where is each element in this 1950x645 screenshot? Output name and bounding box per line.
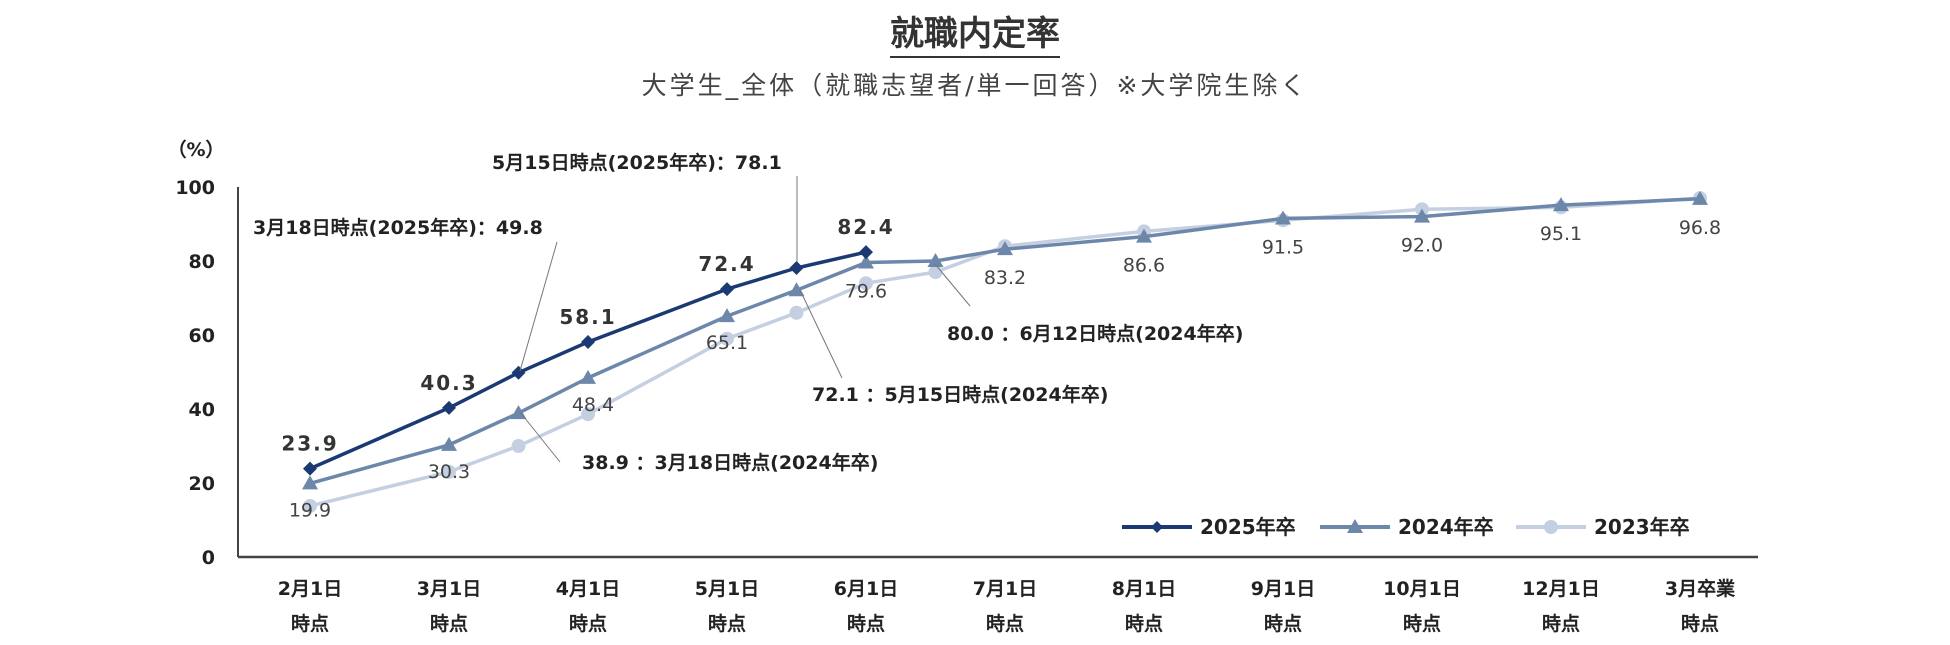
x-tick-label-5: 7月1日 <box>973 578 1037 600</box>
series-2-point-2 <box>511 439 526 453</box>
series-2-point-5 <box>789 305 804 320</box>
series-1-point-5 <box>788 282 805 297</box>
x-tick-label-8-line2: 時点 <box>1403 613 1441 635</box>
value-label-7: 91.5 <box>1262 236 1304 258</box>
legend-marker-1 <box>1347 519 1363 533</box>
series-1-point-0 <box>302 475 318 490</box>
x-tick-label-9-line2: 時点 <box>1542 613 1580 635</box>
series-1-point-11 <box>1414 208 1430 223</box>
x-tick-label-0-line2: 時点 <box>291 613 329 635</box>
legend-marker-2 <box>1544 520 1558 534</box>
value-label-1: 30.3 <box>428 461 470 483</box>
series-line-2 <box>309 196 1701 508</box>
series-1-point-12 <box>1553 197 1569 212</box>
x-tick-label-6-line2: 時点 <box>1125 613 1163 635</box>
annotation-1: 5月15日時点(2025年卒)：78.1 <box>492 151 782 174</box>
series-0-value-label-4: 72.4 <box>698 252 755 276</box>
annotation-0: 3月18日時点(2025年卒)：49.8 <box>253 216 543 239</box>
x-tick-label-7-line2: 時点 <box>1264 613 1302 635</box>
chart-subtitle: 大学生_全体（就職志望者/単一回答）※大学院生除く <box>641 71 1309 100</box>
legend-label-2: 2023年卒 <box>1594 515 1690 539</box>
x-tick-label-10-line2: 時点 <box>1681 613 1719 635</box>
value-label-2: 48.4 <box>572 394 614 416</box>
series-2-point-4 <box>720 331 734 346</box>
x-tick-label-7: 9月1日 <box>1251 578 1315 600</box>
value-label-9: 95.1 <box>1540 223 1582 245</box>
x-tick-label-1-line2: 時点 <box>430 613 468 635</box>
series-1-point-3 <box>580 369 596 384</box>
x-tick-label-1: 3月1日 <box>417 578 481 600</box>
value-label-0: 19.9 <box>289 499 331 521</box>
y-tick-label-40: 40 <box>189 399 215 421</box>
series-1-point-8 <box>997 241 1013 256</box>
series-2-point-0 <box>303 498 317 513</box>
x-tick-label-3-line2: 時点 <box>708 613 746 635</box>
series-0-point-2 <box>511 365 526 380</box>
series-0-point-4 <box>720 282 734 297</box>
series-0-value-label-1: 40.3 <box>420 371 477 395</box>
series-0-point-5 <box>789 261 804 276</box>
value-label-8: 92.0 <box>1401 235 1443 257</box>
annotation-leader-4 <box>519 411 561 463</box>
x-tick-label-6: 8月1日 <box>1112 578 1176 600</box>
x-tick-label-5-line2: 時点 <box>986 613 1024 635</box>
series-1-point-4 <box>719 308 735 323</box>
annotation-2: 80.0 ：6月12日時点(2024年卒) <box>947 322 1243 345</box>
series-1-point-9 <box>1136 228 1152 243</box>
y-tick-label-80: 80 <box>189 251 215 273</box>
value-label-6: 86.6 <box>1123 255 1165 277</box>
x-tick-label-8: 10月1日 <box>1383 578 1461 600</box>
y-tick-label-0: 0 <box>202 547 215 569</box>
series-1-point-13 <box>1692 190 1708 205</box>
series-2-point-3 <box>581 407 595 422</box>
annotation-leader-2 <box>934 263 971 307</box>
value-label-3: 65.1 <box>706 332 748 354</box>
x-tick-label-3: 5月1日 <box>695 578 759 600</box>
series-0-value-label-6: 82.4 <box>837 215 894 239</box>
x-tick-label-0: 2月1日 <box>278 578 342 600</box>
x-tick-label-9: 12月1日 <box>1522 578 1600 600</box>
series-0-value-label-3: 58.1 <box>559 305 616 329</box>
series-0-point-1 <box>442 400 456 415</box>
x-tick-label-4: 6月1日 <box>834 578 898 600</box>
series-line-1 <box>309 197 1701 486</box>
y-tick-label-100: 100 <box>175 177 215 199</box>
legend-label-1: 2024年卒 <box>1398 515 1494 539</box>
annotation-3: 72.1 ：5月15日時点(2024年卒) <box>812 383 1108 406</box>
value-label-5: 83.2 <box>984 267 1026 289</box>
series-line-0 <box>309 250 867 471</box>
legend-marker-0 <box>1151 521 1163 533</box>
value-label-4: 79.6 <box>845 280 887 302</box>
series-2-point-1 <box>442 464 456 479</box>
chart-title: 就職内定率 <box>0 6 1950 58</box>
series-0-value-label-0: 23.9 <box>281 432 338 456</box>
chart-title-text: 就職内定率 <box>890 14 1060 58</box>
y-tick-label-60: 60 <box>189 325 215 347</box>
series-1-point-10 <box>1275 210 1291 225</box>
annotation-4: 38.9 ：3月18日時点(2024年卒) <box>582 451 878 474</box>
series-1-point-1 <box>441 436 457 451</box>
series-2-point-7 <box>928 265 943 280</box>
annotation-leader-3 <box>799 289 843 379</box>
x-tick-label-2-line2: 時点 <box>569 613 607 635</box>
y-tick-label-20: 20 <box>189 473 215 495</box>
annotation-leader-0 <box>519 241 558 372</box>
series-1-point-6 <box>858 254 874 269</box>
series-1-point-7 <box>927 253 944 267</box>
x-tick-label-4-line2: 時点 <box>847 613 885 635</box>
value-label-10: 96.8 <box>1679 217 1721 239</box>
legend-label-0: 2025年卒 <box>1200 515 1296 539</box>
series-0-point-0 <box>303 461 317 476</box>
series-2-point-6 <box>859 276 873 291</box>
x-tick-label-10: 3月卒業 <box>1665 577 1736 600</box>
series-0-point-6 <box>859 245 873 260</box>
series-0-point-3 <box>581 335 595 350</box>
y-axis-label: （%） <box>167 138 224 161</box>
x-tick-label-2: 4月1日 <box>556 578 620 600</box>
